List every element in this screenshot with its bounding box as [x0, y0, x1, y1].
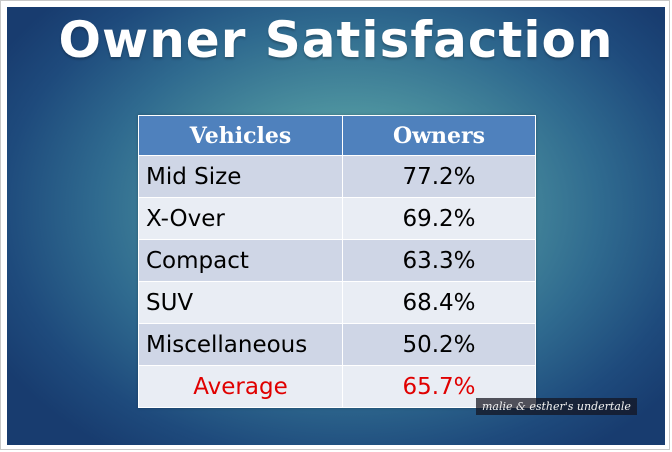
satisfaction-table: Vehicles Owners Mid Size 77.2% X-Over 69… [138, 115, 536, 408]
vehicle-cell: X-Over [138, 197, 343, 240]
owners-cell: 63.3% [342, 239, 536, 282]
table-row: Miscellaneous 50.2% [138, 323, 536, 366]
average-label: Average [138, 365, 343, 408]
slide: Owner Satisfaction Vehicles Owners Mid S… [7, 7, 665, 445]
table-row: SUV 68.4% [138, 281, 536, 324]
slide-title: Owner Satisfaction [58, 11, 614, 69]
vehicle-cell: Miscellaneous [138, 323, 343, 366]
table-row: Compact 63.3% [138, 239, 536, 282]
owners-cell: 68.4% [342, 281, 536, 324]
owners-cell: 77.2% [342, 155, 536, 198]
header-owners: Owners [342, 115, 536, 156]
vehicle-cell: SUV [138, 281, 343, 324]
owners-cell: 50.2% [342, 323, 536, 366]
table-row: Mid Size 77.2% [138, 155, 536, 198]
vehicle-cell: Mid Size [138, 155, 343, 198]
table-header-row: Vehicles Owners [138, 115, 536, 156]
watermark-caption: malie & esther's undertale [476, 398, 637, 415]
owners-cell: 69.2% [342, 197, 536, 240]
vehicle-cell: Compact [138, 239, 343, 282]
header-vehicles: Vehicles [138, 115, 343, 156]
table-row: X-Over 69.2% [138, 197, 536, 240]
